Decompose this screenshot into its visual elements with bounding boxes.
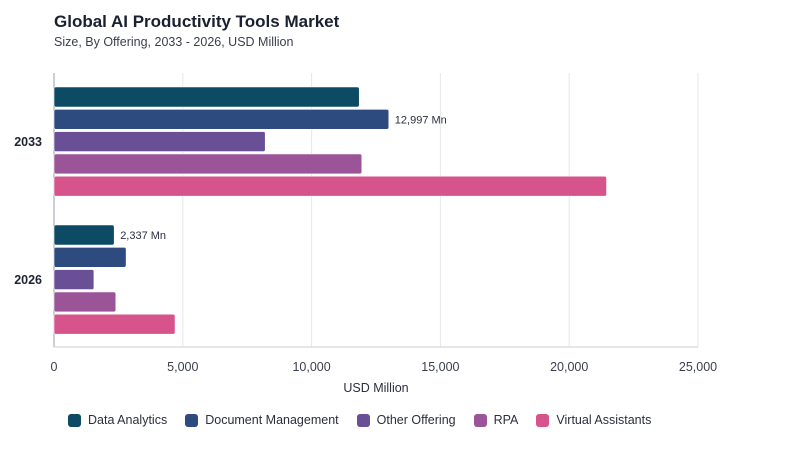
x-axis-label: USD Million: [343, 381, 408, 395]
bar: [53, 175, 607, 197]
legend-swatch: [185, 413, 199, 427]
legend-swatch: [536, 413, 550, 427]
data-label: 2,337 Mn: [120, 230, 166, 242]
bar: [53, 131, 266, 152]
category-label: 2033: [14, 135, 42, 149]
legend-item: Document Management: [185, 413, 339, 427]
bar: [53, 247, 127, 268]
bar: [53, 153, 363, 175]
legend-label: RPA: [493, 413, 519, 427]
category-label: 2026: [14, 273, 42, 287]
legend: Data Analytics Document Management Other O…: [0, 413, 800, 433]
bar: [53, 86, 360, 108]
legend-item: RPA: [473, 413, 519, 427]
legend-item: Virtual Assistants: [536, 413, 651, 427]
legend-label: Other Offering: [376, 413, 456, 427]
legend-label: Document Management: [205, 413, 339, 427]
legend-label: Data Analytics: [88, 413, 168, 427]
data-label: 12,997 Mn: [395, 114, 447, 126]
x-tick-label: 0: [51, 360, 58, 374]
bar: [53, 109, 390, 130]
bar: [53, 313, 176, 335]
legend-swatch: [68, 413, 81, 427]
chart-title: Global AI Productivity Tools Market: [54, 12, 340, 31]
chart-subtitle: Size, By Offering, 2033 - 2026, USD Mill…: [54, 35, 294, 49]
bar: [53, 224, 115, 246]
legend-swatch: [473, 413, 487, 427]
x-tick-label: 20,000: [550, 360, 588, 374]
x-tick-label: 25,000: [679, 360, 717, 374]
x-tick-label: 10,000: [292, 360, 330, 374]
legend-swatch: [356, 413, 370, 427]
legend-item: Data Analytics: [68, 413, 167, 427]
x-tick-label: 15,000: [421, 360, 459, 374]
legend-label: Virtual Assistants: [556, 413, 652, 427]
bar: [53, 291, 117, 313]
legend-item: Other Offering: [356, 413, 456, 427]
bar: [53, 269, 95, 290]
x-tick-label: 5,000: [167, 360, 198, 374]
